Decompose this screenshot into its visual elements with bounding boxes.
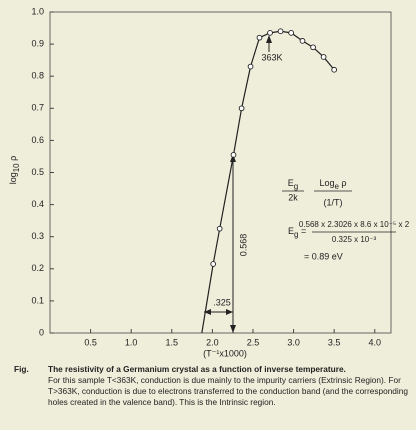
formula-text: 0.568 x 2.3026 x 8.6 x 10⁻⁵ x 2 bbox=[299, 220, 410, 229]
formula-sub: e bbox=[334, 182, 339, 191]
y-tick-label: 0.7 bbox=[31, 103, 44, 113]
x-tick-label: 4.0 bbox=[369, 337, 382, 347]
caption-body: The resistivity of a Germanium crystal a… bbox=[48, 364, 409, 408]
caption-text: For this sample T<363K, conduction is du… bbox=[48, 375, 408, 407]
rise-label: 0.568 bbox=[238, 234, 248, 257]
formula-text: = bbox=[298, 226, 306, 236]
y-tick-label: 0.8 bbox=[31, 71, 44, 81]
x-tick-label: 1.5 bbox=[166, 337, 179, 347]
y-tick-label: 0.5 bbox=[31, 167, 44, 177]
y-tick-label: 0.2 bbox=[31, 263, 44, 273]
x-tick-label: 1.0 bbox=[125, 337, 138, 347]
data-point bbox=[331, 66, 338, 73]
run-label: .325 bbox=[213, 297, 231, 307]
formula-text: 2k bbox=[288, 192, 298, 202]
data-point bbox=[247, 63, 254, 70]
x-axis-label: (T⁻¹x1000) bbox=[203, 348, 247, 358]
y-label-sub: 10 bbox=[12, 163, 21, 172]
x-tick-label: 2.0 bbox=[206, 337, 219, 347]
formula-text: E bbox=[288, 178, 294, 188]
formula-text: Loge ρ bbox=[319, 178, 346, 191]
chart: log10 ρ (T⁻¹x1000) 0.568 .325 363K Eg 2k… bbox=[8, 6, 410, 358]
formula-text: (1/T) bbox=[324, 197, 343, 207]
formula-text: Eg bbox=[288, 178, 298, 191]
plot-frame bbox=[49, 11, 392, 334]
formula-text: = 0.89 eV bbox=[304, 251, 343, 261]
formula-text: Eg = bbox=[288, 226, 306, 239]
arrow-head bbox=[226, 309, 233, 315]
x-tick-label: 0.5 bbox=[84, 337, 97, 347]
y-axis-label: log10 ρ bbox=[8, 156, 21, 185]
formula-text: Log bbox=[319, 178, 334, 188]
y-tick-label: 0 bbox=[39, 327, 44, 337]
formula-text: E bbox=[288, 226, 294, 236]
formula-sub: g bbox=[294, 182, 298, 191]
y-tick-label: 0.1 bbox=[31, 295, 44, 305]
formula-text: ρ bbox=[339, 178, 347, 188]
arrow-head bbox=[230, 325, 236, 333]
y-label-log: log bbox=[8, 172, 18, 184]
data-point bbox=[238, 105, 245, 112]
data-point bbox=[216, 225, 223, 232]
formula-text: 0.325 x 10⁻³ bbox=[332, 235, 377, 244]
y-label-rho: ρ bbox=[8, 156, 18, 164]
caption: Fig. The resistivity of a Germanium crys… bbox=[14, 364, 409, 408]
data-point bbox=[320, 54, 327, 60]
data-point bbox=[210, 261, 217, 267]
peak-label: 363K bbox=[261, 52, 282, 62]
caption-label: Fig. bbox=[14, 364, 29, 374]
arrow-head bbox=[204, 309, 211, 315]
data-point bbox=[256, 34, 263, 41]
x-tick-label: 3.5 bbox=[328, 337, 341, 347]
data-point bbox=[310, 44, 316, 51]
y-tick-label: 0.4 bbox=[31, 199, 44, 209]
y-tick-label: 0.6 bbox=[31, 135, 44, 145]
data-point bbox=[277, 28, 284, 35]
data-point bbox=[299, 38, 306, 44]
caption-title: The resistivity of a Germanium crystal a… bbox=[48, 364, 346, 374]
fit-extension bbox=[201, 263, 214, 334]
x-tick-label: 2.5 bbox=[247, 337, 260, 347]
x-tick-label: 3.0 bbox=[287, 337, 300, 347]
data-point bbox=[230, 151, 237, 158]
arrow-head bbox=[266, 35, 272, 43]
data-point bbox=[267, 30, 273, 36]
data-point bbox=[288, 30, 294, 36]
formula-sub: g bbox=[294, 230, 298, 239]
y-tick-label: 0.3 bbox=[31, 231, 44, 241]
y-tick-label: 0.9 bbox=[31, 38, 44, 48]
y-tick-label: 1.0 bbox=[31, 6, 44, 16]
